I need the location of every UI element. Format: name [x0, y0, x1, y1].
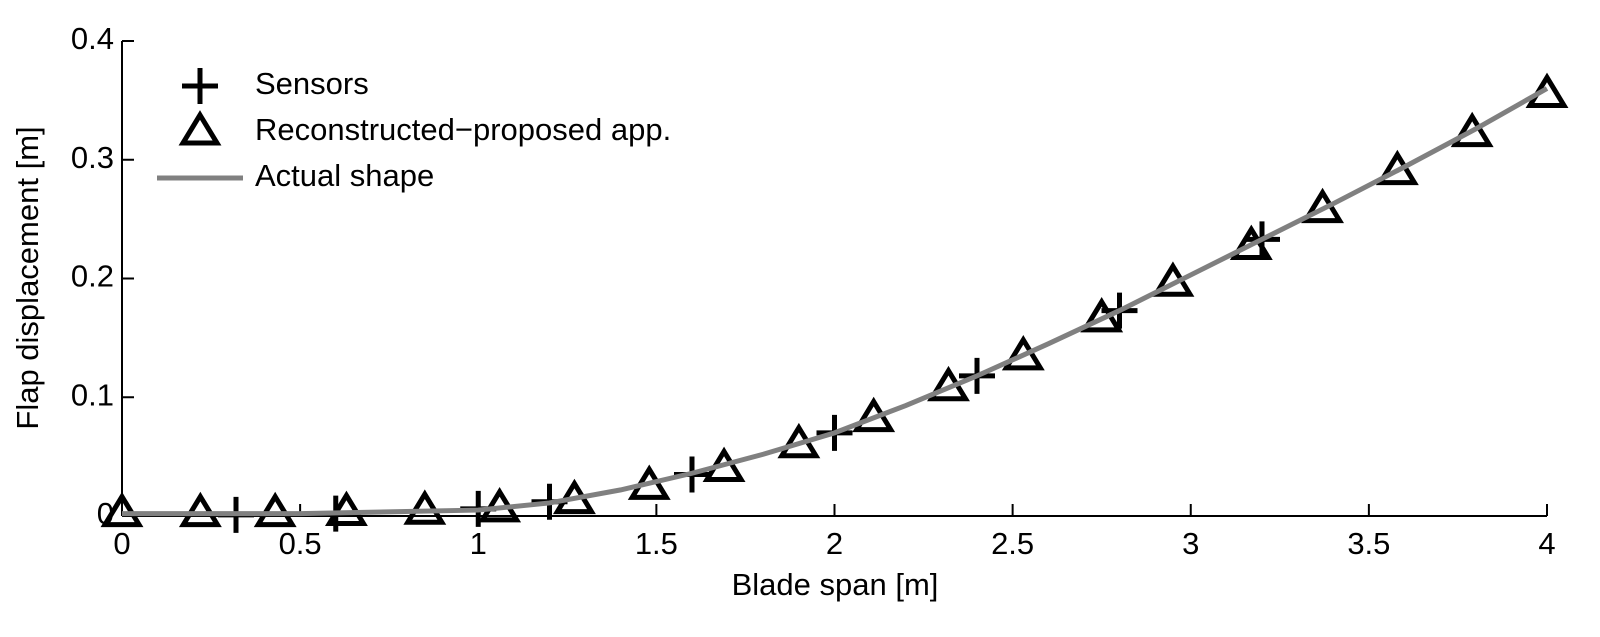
point: [1229, 224, 1273, 260]
x-tick-label: 3: [1182, 526, 1199, 561]
y-tick-label: 0.4: [71, 21, 114, 56]
legend-marker: [182, 68, 218, 104]
point: [178, 491, 222, 528]
legend-label: Sensors: [255, 66, 369, 101]
legend-label: Reconstructed−proposed app.: [255, 112, 671, 147]
x-tick-label: 1.5: [635, 526, 678, 561]
x-tick-label: 2: [826, 526, 843, 561]
x-tick-label: 1: [470, 526, 487, 561]
point: [1450, 111, 1494, 148]
x-tick-label: 0.5: [279, 526, 322, 561]
y-tick-label: 0.1: [71, 377, 114, 412]
x-tick-label: 4: [1538, 526, 1555, 561]
x-axis-label: Blade span [m]: [732, 567, 939, 602]
point: [100, 491, 144, 528]
line: [122, 86, 1549, 517]
y-tick-label: 0.3: [71, 140, 114, 175]
y-tick-label: 0.2: [71, 259, 114, 294]
point: [253, 491, 297, 528]
x-tick-label: 3.5: [1347, 526, 1390, 561]
x-tick-label: 0: [113, 526, 130, 561]
legend-label: Actual shape: [255, 158, 434, 193]
x-tick-label: 2.5: [991, 526, 1034, 561]
point: [403, 489, 447, 525]
point: [324, 490, 368, 526]
legend-marker: [178, 110, 222, 146]
point: [1525, 72, 1569, 108]
y-axis-label: Flap displacement [m]: [10, 126, 45, 429]
